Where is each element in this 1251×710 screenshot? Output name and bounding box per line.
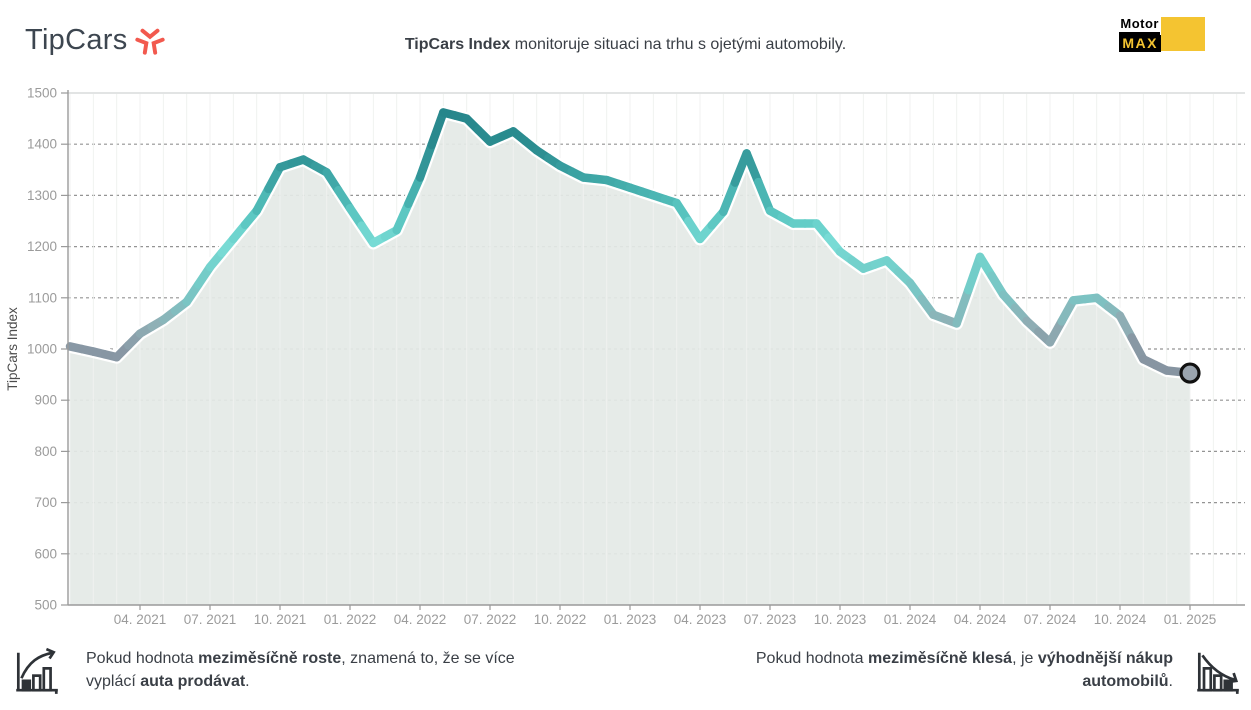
svg-text:07. 2023: 07. 2023 bbox=[744, 612, 797, 627]
tipcars-logo: TipCars bbox=[25, 24, 165, 57]
svg-text:1100: 1100 bbox=[28, 290, 57, 305]
note-growth-text: Pokud hodnota meziměsíčně roste, znamená… bbox=[86, 650, 515, 690]
svg-text:01. 2025: 01. 2025 bbox=[1164, 612, 1217, 627]
motormax-max-text: MAX bbox=[1119, 34, 1161, 52]
svg-text:04. 2021: 04. 2021 bbox=[114, 612, 167, 627]
footer: Pokud hodnota meziměsíčně roste, znamená… bbox=[0, 646, 1251, 710]
decline-chart-icon bbox=[1197, 652, 1239, 694]
header: TipCars TipCars Index monitoruje situaci… bbox=[0, 0, 1251, 85]
svg-text:07. 2022: 07. 2022 bbox=[464, 612, 517, 627]
svg-text:10. 2022: 10. 2022 bbox=[534, 612, 587, 627]
page-title: TipCars Index monitoruje situaci na trhu… bbox=[404, 36, 847, 53]
svg-text:04. 2022: 04. 2022 bbox=[394, 612, 447, 627]
svg-text:10. 2021: 10. 2021 bbox=[254, 612, 307, 627]
svg-text:1300: 1300 bbox=[27, 188, 57, 203]
svg-text:01. 2024: 01. 2024 bbox=[884, 612, 937, 627]
svg-text:700: 700 bbox=[34, 495, 57, 510]
motormax-yellow-block bbox=[1161, 17, 1205, 51]
svg-text:500: 500 bbox=[34, 598, 57, 613]
svg-text:10. 2023: 10. 2023 bbox=[814, 612, 867, 627]
tipcars-logo-text: TipCars bbox=[25, 24, 128, 56]
svg-text:01. 2023: 01. 2023 bbox=[604, 612, 657, 627]
svg-text:600: 600 bbox=[34, 546, 57, 561]
svg-text:04. 2024: 04. 2024 bbox=[954, 612, 1007, 627]
svg-text:TipCars Index: TipCars Index bbox=[5, 307, 20, 391]
svg-text:01. 2022: 01. 2022 bbox=[324, 612, 377, 627]
note-decline-text: Pokud hodnota meziměsíčně klesá, je výho… bbox=[755, 650, 1173, 690]
tipcars-logo-icon bbox=[134, 28, 165, 55]
svg-text:900: 900 bbox=[34, 393, 57, 408]
growth-chart-icon bbox=[16, 647, 58, 694]
note-decline: Pokud hodnota meziměsíčně klesá, je výho… bbox=[701, 646, 1243, 698]
svg-text:1400: 1400 bbox=[27, 137, 57, 152]
svg-text:07. 2024: 07. 2024 bbox=[1024, 612, 1077, 627]
last-value-marker bbox=[1179, 362, 1201, 384]
motormax-motor-text: Motor bbox=[1119, 17, 1160, 35]
note-growth: Pokud hodnota meziměsíčně roste, znamená… bbox=[10, 646, 548, 698]
svg-text:1000: 1000 bbox=[27, 342, 57, 357]
svg-text:1200: 1200 bbox=[27, 239, 57, 254]
motormax-logo: Motor MAX bbox=[1119, 17, 1205, 52]
index-chart: 500 600 700 800 900 1000 1100 1200 1300 1400 1500 0… bbox=[5, 86, 1245, 627]
svg-text:04. 2023: 04. 2023 bbox=[674, 612, 727, 627]
svg-text:1500: 1500 bbox=[27, 86, 57, 101]
svg-text:10. 2024: 10. 2024 bbox=[1094, 612, 1147, 627]
svg-text:800: 800 bbox=[34, 444, 57, 459]
svg-text:07. 2021: 07. 2021 bbox=[184, 612, 237, 627]
